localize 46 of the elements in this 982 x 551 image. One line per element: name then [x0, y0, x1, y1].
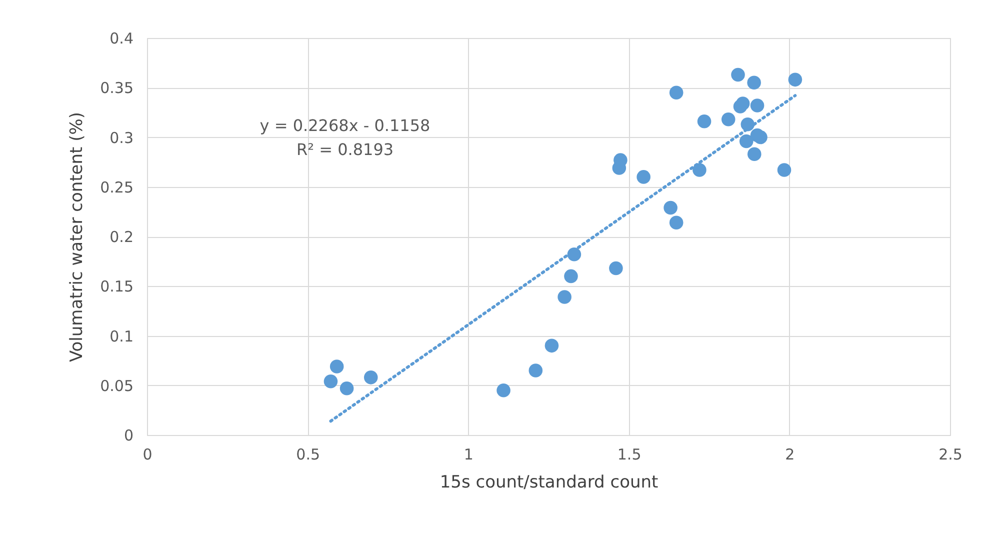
point [669, 216, 684, 230]
point [614, 153, 628, 167]
y-tick-label: 0.35 [100, 79, 134, 98]
point [544, 338, 559, 353]
point [731, 68, 745, 82]
point [564, 269, 578, 284]
point [739, 134, 754, 148]
x-tick-label: 0 [142, 446, 152, 464]
y-tick-label: 0 [124, 426, 134, 444]
point [330, 360, 344, 374]
x-axis-title: 15s count/standard count [440, 472, 659, 492]
annotation: y = 0.2268x - 0.1158 [260, 116, 430, 135]
x-tick-label: 2 [785, 446, 795, 464]
x-tick-label: 1.5 [617, 446, 642, 464]
y-tick-label: 0.1 [110, 327, 134, 346]
point [721, 112, 736, 126]
point [340, 381, 354, 396]
point [609, 261, 623, 276]
point [777, 163, 792, 177]
x-tick-label: 0.5 [296, 446, 320, 464]
y-tick-label: 0.15 [100, 278, 134, 296]
y-tick-label: 0.3 [110, 128, 134, 147]
point [664, 200, 678, 215]
annotation: R² = 0.8193 [296, 140, 394, 159]
point [697, 114, 712, 128]
point [558, 290, 572, 304]
y-tick-label: 0.2 [110, 228, 134, 246]
y-tick-label: 0.05 [100, 376, 134, 395]
x-tick-label: 1 [464, 446, 474, 464]
x-tick-label: 2.5 [938, 446, 962, 464]
point [788, 72, 802, 87]
point [754, 130, 768, 144]
point [692, 163, 706, 177]
point [324, 374, 338, 388]
point [528, 364, 543, 378]
point [669, 86, 684, 100]
y-tick-label: 0.4 [110, 30, 134, 48]
point [750, 98, 764, 112]
point [736, 96, 750, 110]
y-tick-label: 0.25 [100, 178, 134, 196]
point [747, 147, 762, 161]
point [747, 76, 761, 90]
y-axis-title: Volumatric water content (%) [67, 112, 88, 362]
point [496, 383, 510, 398]
point [364, 370, 378, 384]
point [636, 170, 650, 184]
